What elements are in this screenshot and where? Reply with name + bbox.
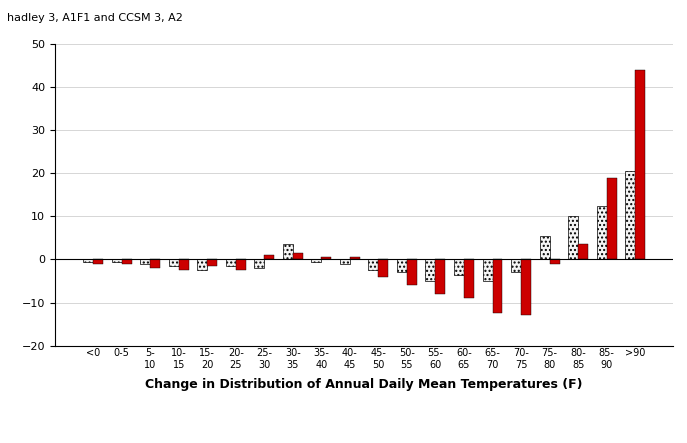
Bar xyxy=(511,260,521,272)
Bar xyxy=(635,70,645,260)
X-axis label: Change in Distribution of Annual Daily Mean Temperatures (F): Change in Distribution of Annual Daily M… xyxy=(146,378,583,391)
Bar xyxy=(482,260,493,281)
Bar xyxy=(264,255,274,260)
Bar xyxy=(293,253,303,260)
Bar xyxy=(397,260,407,272)
Bar xyxy=(169,260,179,266)
Bar xyxy=(539,236,550,260)
Bar xyxy=(521,260,531,315)
Bar xyxy=(454,260,464,275)
Bar xyxy=(379,260,388,277)
Bar xyxy=(550,260,559,264)
Bar xyxy=(179,260,189,270)
Bar xyxy=(493,260,502,313)
Bar xyxy=(607,178,617,260)
Text: hadley 3, A1F1 and CCSM 3, A2: hadley 3, A1F1 and CCSM 3, A2 xyxy=(7,13,183,23)
Bar xyxy=(368,260,379,270)
Bar xyxy=(578,245,588,260)
Bar xyxy=(311,260,322,262)
Bar xyxy=(283,245,293,260)
Bar xyxy=(340,260,350,264)
Bar xyxy=(425,260,436,281)
Bar xyxy=(350,257,360,260)
Bar xyxy=(226,260,236,266)
Bar xyxy=(625,171,635,260)
Bar xyxy=(464,260,474,298)
Bar xyxy=(122,260,132,264)
Bar xyxy=(236,260,246,270)
Bar xyxy=(254,260,264,268)
Bar xyxy=(596,206,607,260)
Bar xyxy=(83,260,93,262)
Bar xyxy=(93,260,103,264)
Bar xyxy=(568,217,578,260)
Bar xyxy=(322,257,331,260)
Bar xyxy=(150,260,160,268)
Bar xyxy=(407,260,417,285)
Bar xyxy=(197,260,207,270)
Bar xyxy=(436,260,445,294)
Bar xyxy=(140,260,150,264)
Bar xyxy=(207,260,217,266)
Bar xyxy=(111,260,122,262)
